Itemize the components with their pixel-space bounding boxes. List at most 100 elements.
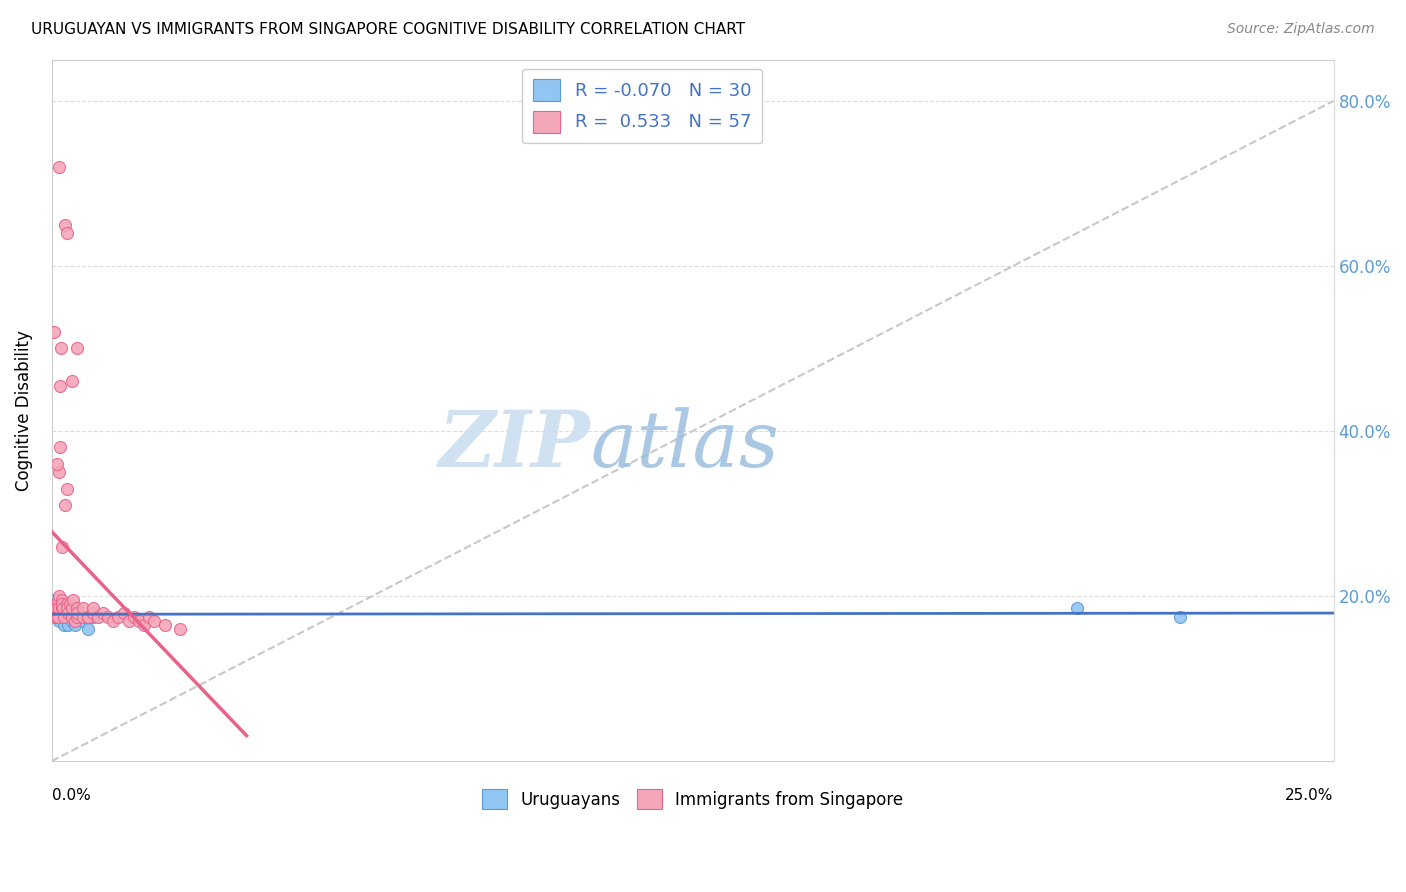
Point xyxy=(48,160,70,174)
Point xyxy=(48,601,70,615)
Point xyxy=(53,218,76,232)
Point xyxy=(72,609,94,624)
Point xyxy=(45,609,67,624)
Point xyxy=(56,601,79,615)
Point xyxy=(97,609,120,624)
Point xyxy=(66,606,89,620)
Point xyxy=(49,609,72,624)
Point xyxy=(60,601,83,615)
Point xyxy=(44,606,66,620)
Point xyxy=(60,614,83,628)
Point xyxy=(44,325,66,339)
Point xyxy=(48,593,70,607)
Point xyxy=(103,614,125,628)
Point xyxy=(45,609,67,624)
Point xyxy=(52,609,75,624)
Point xyxy=(62,609,84,624)
Point xyxy=(45,601,67,615)
Legend: Uruguayans, Immigrants from Singapore: Uruguayans, Immigrants from Singapore xyxy=(475,782,910,816)
Point xyxy=(91,606,114,620)
Point xyxy=(60,375,83,389)
Point xyxy=(153,618,176,632)
Point xyxy=(52,601,75,615)
Point xyxy=(76,609,98,624)
Point xyxy=(62,593,84,607)
Point xyxy=(59,597,82,611)
Point xyxy=(53,498,76,512)
Point xyxy=(1168,609,1191,624)
Text: 0.0%: 0.0% xyxy=(52,788,90,803)
Text: 25.0%: 25.0% xyxy=(1285,788,1334,803)
Text: URUGUAYAN VS IMMIGRANTS FROM SINGAPORE COGNITIVE DISABILITY CORRELATION CHART: URUGUAYAN VS IMMIGRANTS FROM SINGAPORE C… xyxy=(31,22,745,37)
Point xyxy=(52,618,75,632)
Point xyxy=(60,609,83,624)
Point xyxy=(56,618,79,632)
Point xyxy=(138,609,160,624)
Point xyxy=(52,609,75,624)
Point xyxy=(66,609,89,624)
Point xyxy=(51,601,73,615)
Point xyxy=(56,606,79,620)
Point xyxy=(45,606,67,620)
Point xyxy=(66,342,89,356)
Point xyxy=(44,609,66,624)
Point xyxy=(107,609,129,624)
Point xyxy=(48,589,70,603)
Point xyxy=(51,597,73,611)
Point xyxy=(46,597,69,611)
Point xyxy=(82,601,104,615)
Point xyxy=(49,441,72,455)
Point xyxy=(49,378,72,392)
Point xyxy=(60,606,83,620)
Point xyxy=(72,614,94,628)
Point xyxy=(49,342,72,356)
Point xyxy=(56,609,79,624)
Point xyxy=(48,609,70,624)
Point xyxy=(53,597,76,611)
Point xyxy=(46,593,69,607)
Point xyxy=(45,609,67,624)
Point xyxy=(1066,601,1088,615)
Point xyxy=(132,618,155,632)
Point xyxy=(48,465,70,479)
Point xyxy=(51,601,73,615)
Point xyxy=(48,601,70,615)
Point xyxy=(56,601,79,615)
Point xyxy=(128,614,150,628)
Point xyxy=(87,609,110,624)
Point xyxy=(45,606,67,620)
Point xyxy=(122,609,145,624)
Point xyxy=(143,614,166,628)
Point xyxy=(44,601,66,615)
Point xyxy=(45,601,67,615)
Text: ZIP: ZIP xyxy=(439,407,591,483)
Point xyxy=(51,593,73,607)
Point xyxy=(51,540,73,554)
Point xyxy=(169,622,191,636)
Point xyxy=(45,597,67,611)
Point xyxy=(76,622,98,636)
Point xyxy=(56,482,79,496)
Point xyxy=(45,601,67,615)
Point xyxy=(63,618,86,632)
Point xyxy=(82,606,104,620)
Point xyxy=(48,614,70,628)
Point xyxy=(56,597,79,611)
Point xyxy=(72,601,94,615)
Point xyxy=(56,226,79,240)
Point xyxy=(45,601,67,615)
Point xyxy=(66,609,89,624)
Text: atlas: atlas xyxy=(591,408,779,483)
Point xyxy=(82,609,104,624)
Point xyxy=(112,606,135,620)
Point xyxy=(53,606,76,620)
Point xyxy=(59,609,82,624)
Point xyxy=(118,614,141,628)
Point xyxy=(48,601,70,615)
Point xyxy=(51,606,73,620)
Y-axis label: Cognitive Disability: Cognitive Disability xyxy=(15,330,32,491)
Point xyxy=(63,614,86,628)
Point xyxy=(66,601,89,615)
Text: Source: ZipAtlas.com: Source: ZipAtlas.com xyxy=(1227,22,1375,37)
Point xyxy=(45,457,67,471)
